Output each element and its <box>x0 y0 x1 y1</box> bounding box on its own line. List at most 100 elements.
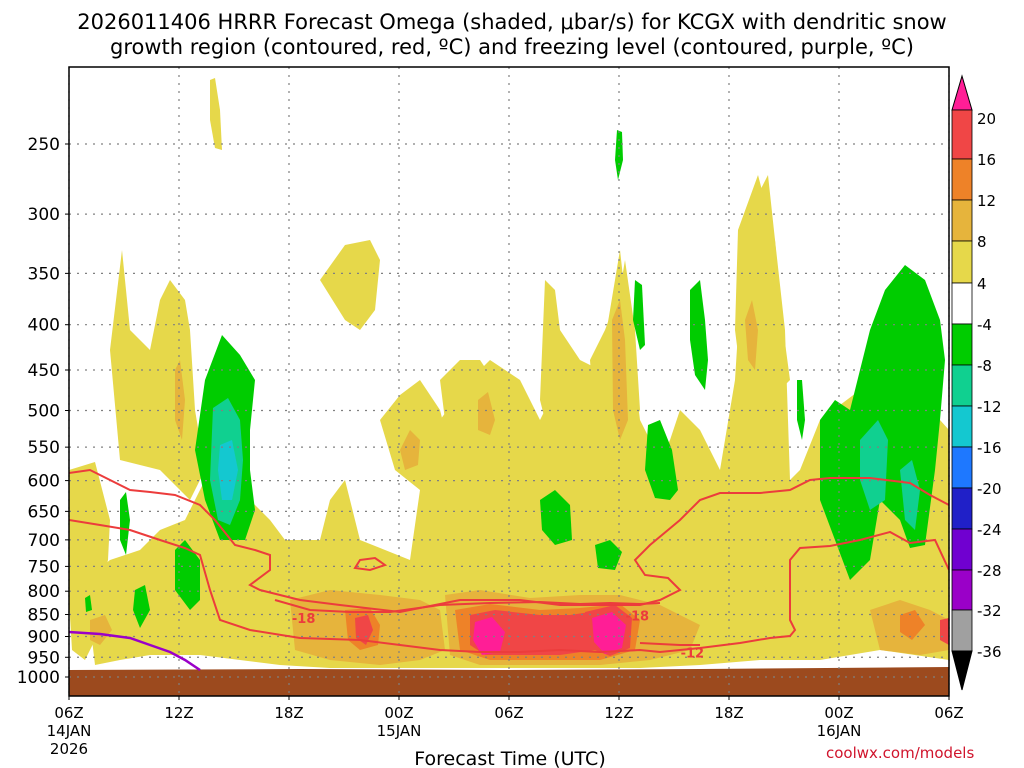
omega-region-28 <box>592 612 626 654</box>
omega-shading <box>69 78 949 668</box>
omega-region-12 <box>400 430 420 470</box>
colorbar-label-10: -24 <box>977 521 1002 539</box>
xtick-label-42-1: 16JAN <box>817 722 862 740</box>
freezing-level-contour <box>69 630 201 672</box>
xtick-label-12-0: 18Z <box>274 704 303 722</box>
ytick-label-500: 500 <box>28 402 60 422</box>
colorbar-label-7: -12 <box>977 398 1002 416</box>
omega-region-0 <box>69 462 110 660</box>
y-axis: 2503003504004505005506006507007508008509… <box>17 135 69 688</box>
omega-region-10 <box>640 470 780 620</box>
ytick-label-450: 450 <box>28 361 60 381</box>
dgz-contour-4 <box>639 642 700 646</box>
ytick-label-600: 600 <box>28 472 60 492</box>
contour-label-0: -18 <box>292 612 316 627</box>
colorbar-bin-7 <box>951 364 973 407</box>
colorbar-label-1: 16 <box>977 151 996 169</box>
colorbar-bottom-arrow <box>951 650 973 691</box>
ytick-label-750: 750 <box>28 557 60 577</box>
omega-region-5 <box>380 380 455 490</box>
colorbar-label-5: -4 <box>977 316 992 334</box>
omega-region-45 <box>218 440 238 500</box>
xtick-label-36-0: 18Z <box>714 704 743 722</box>
contour-label-1: -18 <box>626 609 650 624</box>
colorbar-bin-8 <box>951 323 973 366</box>
colorbar-label-2: 12 <box>977 192 996 210</box>
colorbar-label-13: -36 <box>977 643 1002 661</box>
colorbar-label-6: -8 <box>977 357 992 375</box>
omega-region-39 <box>595 540 622 570</box>
colorbar-label-0: 20 <box>977 110 996 128</box>
ytick-label-650: 650 <box>28 502 60 522</box>
contour-label-2: -12 <box>681 646 705 661</box>
colorbar-bin-13 <box>951 109 973 160</box>
omega-region-4 <box>320 240 380 330</box>
colorbar-bin-4 <box>951 487 973 530</box>
colorbar-label-9: -20 <box>977 480 1002 498</box>
xtick-label-0-0: 06Z <box>54 704 83 722</box>
ytick-label-950: 950 <box>28 648 60 668</box>
ytick-label-300: 300 <box>28 205 60 225</box>
x-axis-label: Forecast Time (UTC) <box>414 748 605 768</box>
omega-region-14 <box>612 300 628 440</box>
omega-region-44 <box>900 460 920 530</box>
ytick-label-550: 550 <box>28 438 60 458</box>
xtick-label-48-0: 06Z <box>934 704 963 722</box>
omega-region-43 <box>860 420 888 510</box>
colorbar-bin-6 <box>951 405 973 448</box>
colorbar-label-4: 4 <box>977 275 987 293</box>
omega-region-26 <box>940 618 949 645</box>
colorbar-bin-3 <box>951 528 973 571</box>
omega-region-33 <box>85 595 92 612</box>
dgz-contour-2 <box>353 556 388 572</box>
omega-region-32 <box>133 585 150 628</box>
contour-labels: -18 -18 -12 <box>292 609 705 661</box>
ytick-label-250: 250 <box>28 135 60 155</box>
colorbar-bin-2 <box>951 569 973 611</box>
omega-region-11 <box>175 360 185 440</box>
ytick-label-400: 400 <box>28 316 60 336</box>
colorbar-label-8: -16 <box>977 439 1002 457</box>
colorbar-bin-5 <box>951 446 973 489</box>
omega-region-2 <box>85 175 949 668</box>
colorbar-bin-11 <box>951 199 973 242</box>
omega-region-13 <box>478 392 495 435</box>
colorbar-top-arrow <box>951 74 973 111</box>
colorbar-label-3: 8 <box>977 233 987 251</box>
colorbar: 20 16 12 8 4 -4 -8 -12 -16 -20 -24 -28 -32 -36 <box>951 74 1002 691</box>
xtick-label-0-2: 2026 <box>50 740 88 758</box>
contour-lines <box>69 468 949 672</box>
omega-region-22 <box>900 610 925 640</box>
xtick-label-30-0: 12Z <box>604 704 633 722</box>
omega-region-25 <box>355 615 373 645</box>
colorbar-bin-12 <box>951 158 973 201</box>
omega-region-3 <box>210 78 222 150</box>
chart-title-line-1: 2026011406 HRRR Forecast Omega (shaded, … <box>77 10 947 34</box>
colorbar-bin-10 <box>951 240 973 284</box>
dgz-contour-0 <box>69 468 949 614</box>
ytick-label-1000: 1000 <box>17 668 60 688</box>
xtick-label-42-0: 00Z <box>824 704 853 722</box>
ground-band <box>69 667 949 696</box>
ytick-label-850: 850 <box>28 606 60 626</box>
xtick-label-24-0: 06Z <box>494 704 523 722</box>
omega-region-30 <box>120 492 130 555</box>
colorbar-bin-1 <box>951 609 973 652</box>
omega-region-38 <box>540 490 572 545</box>
ytick-label-900: 900 <box>28 627 60 647</box>
colorbar-label-11: -28 <box>977 562 1002 580</box>
omega-region-15 <box>745 300 758 370</box>
xtick-label-18-1: 15JAN <box>377 722 422 740</box>
chart-title-line-2: growth region (contoured, red, ºC) and f… <box>110 35 914 59</box>
omega-region-7 <box>540 280 590 440</box>
ytick-label-700: 700 <box>28 531 60 551</box>
xtick-label-6-0: 12Z <box>164 704 193 722</box>
xtick-label-18-0: 00Z <box>384 704 413 722</box>
omega-region-36 <box>690 280 708 390</box>
xtick-label-0-1: 14JAN <box>47 722 92 740</box>
colorbar-bin-9 <box>951 282 973 325</box>
omega-region-41 <box>797 380 805 440</box>
ytick-label-800: 800 <box>28 582 60 602</box>
